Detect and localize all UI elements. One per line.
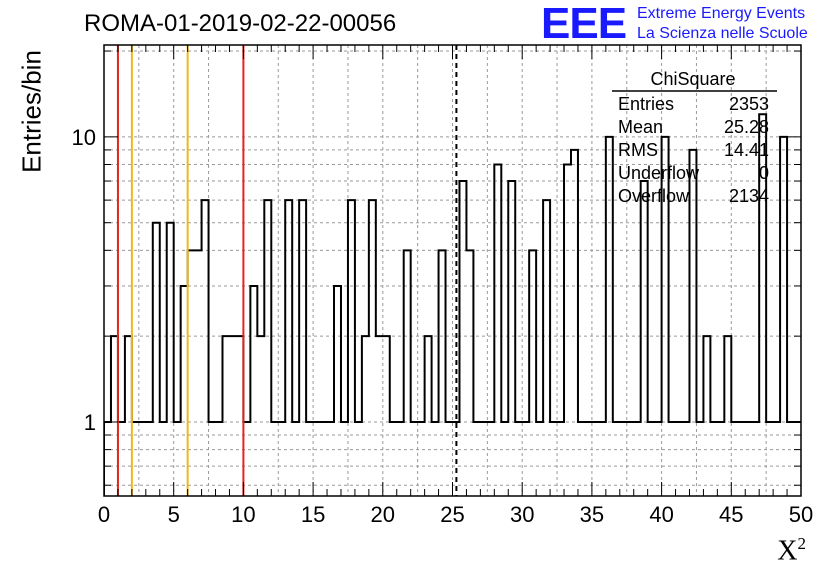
- stats-box-title: ChiSquare: [650, 69, 735, 89]
- stats-box-label: Mean: [618, 117, 663, 137]
- x-tick-label: 20: [371, 502, 395, 527]
- histogram-series-chisquare: [104, 113, 801, 496]
- x-tick-label: 35: [580, 502, 604, 527]
- x-tick-label: 25: [440, 502, 464, 527]
- x-tick-label: 50: [789, 502, 813, 527]
- x-tick-label: 15: [301, 502, 325, 527]
- eee-logo-mark: EEE: [541, 0, 627, 48]
- stats-box-label: Entries: [618, 94, 674, 114]
- x-tick-label: 30: [510, 502, 534, 527]
- logo-caption-line2: La Scienza nelle Scuole: [637, 25, 808, 42]
- logo-caption-line1: Extreme Energy Events: [637, 5, 806, 22]
- x-tick-label: 10: [231, 502, 255, 527]
- y-tick-label: 1: [84, 410, 96, 435]
- run-title: ROMA-01-2019-02-22-00056: [84, 10, 397, 37]
- stats-box-value: 0: [759, 163, 769, 183]
- x-tick-label: 0: [98, 502, 110, 527]
- x-axis-title-base: X: [777, 535, 798, 567]
- stats-box-value: 2353: [729, 94, 769, 114]
- y-tick-label: 10: [72, 125, 96, 150]
- stats-box-label: Underflow: [618, 163, 700, 183]
- stats-box-value: 14.41: [724, 140, 769, 160]
- stats-box-value: 25.28: [724, 117, 769, 137]
- x-tick-label: 40: [649, 502, 673, 527]
- x-tick-label: 45: [719, 502, 743, 527]
- x-axis-title: X2: [777, 534, 806, 567]
- stats-box-value: 2134: [729, 186, 769, 206]
- stats-box-label: RMS: [618, 140, 658, 160]
- x-tick-label: 5: [168, 502, 180, 527]
- stats-box-label: Overflow: [618, 186, 690, 206]
- x-axis-title-superscript: 2: [797, 534, 807, 553]
